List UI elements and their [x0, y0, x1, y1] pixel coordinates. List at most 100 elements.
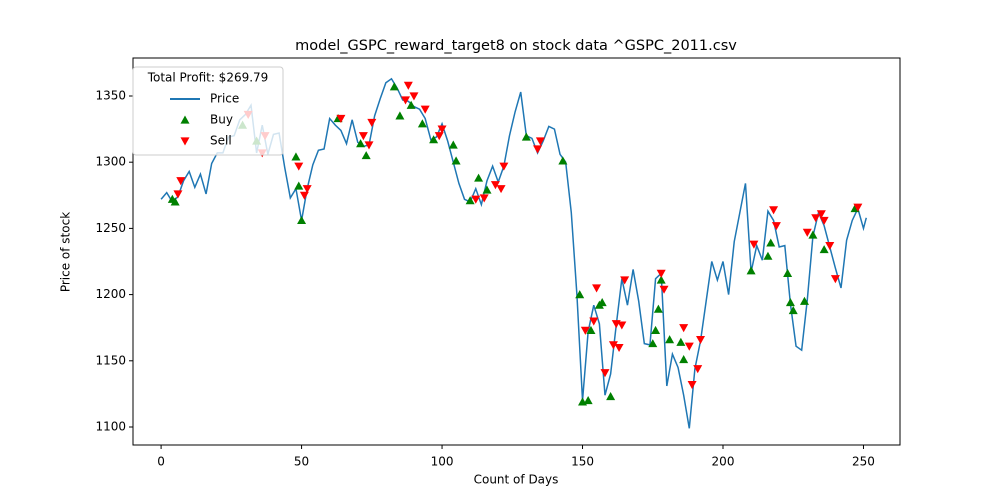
- buy-marker: [558, 156, 568, 165]
- sell-marker: [367, 118, 377, 127]
- buy-marker: [676, 337, 686, 346]
- x-tick-label: 200: [712, 455, 735, 469]
- y-tick-label: 1150: [95, 353, 126, 367]
- sell-marker: [684, 342, 694, 351]
- sell-marker: [679, 324, 689, 333]
- sell-marker: [617, 321, 627, 330]
- sell-marker: [471, 195, 481, 204]
- sell-marker: [364, 141, 374, 150]
- sell-marker: [687, 381, 697, 390]
- buy-marker: [395, 111, 405, 120]
- sell-marker: [825, 242, 835, 251]
- y-tick-label: 1100: [95, 419, 126, 433]
- legend-label: Price: [210, 92, 239, 106]
- buy-marker: [606, 392, 616, 401]
- sell-marker: [533, 145, 543, 154]
- sell-marker: [614, 343, 624, 353]
- sell-marker: [403, 81, 413, 90]
- buy-marker: [583, 396, 593, 405]
- sell-marker: [499, 162, 509, 171]
- chart-title: model_GSPC_reward_target8 on stock data …: [295, 38, 737, 54]
- buy-marker: [597, 298, 607, 307]
- sell-marker: [771, 222, 781, 231]
- buy-marker: [356, 139, 366, 148]
- buy-marker: [653, 304, 663, 313]
- sell-marker: [769, 206, 779, 215]
- legend-label: Buy: [210, 113, 233, 127]
- buy-marker: [474, 173, 484, 182]
- sell-marker: [409, 92, 419, 101]
- sell-marker: [696, 336, 706, 345]
- sell-marker: [592, 284, 602, 293]
- buy-marker: [361, 151, 371, 160]
- buy-marker: [785, 298, 795, 307]
- sell-marker: [434, 132, 444, 141]
- sell-marker: [479, 194, 489, 203]
- buy-marker: [417, 119, 427, 128]
- buy-marker: [679, 354, 689, 364]
- buy-marker: [451, 156, 461, 165]
- sell-marker: [294, 162, 304, 171]
- buy-marker: [665, 335, 675, 344]
- sell-marker: [853, 203, 863, 212]
- sell-marker: [656, 269, 666, 278]
- buy-marker: [170, 197, 180, 206]
- sell-marker: [608, 341, 618, 350]
- legend-label: Sell: [210, 134, 232, 148]
- sell-marker: [693, 365, 703, 374]
- sell-marker: [580, 326, 590, 335]
- legend-box: [132, 66, 284, 156]
- sell-marker: [819, 216, 829, 225]
- legend-swatch: [180, 115, 190, 124]
- buy-marker: [586, 325, 596, 334]
- sell-marker: [336, 114, 346, 124]
- buy-marker: [766, 238, 776, 247]
- buy-marker: [648, 339, 658, 348]
- buy-marker: [389, 82, 399, 91]
- buy-marker: [297, 215, 307, 225]
- sell-marker: [816, 210, 826, 219]
- buy-marker: [294, 181, 304, 190]
- buy-marker: [429, 135, 439, 144]
- buy-marker: [656, 275, 666, 284]
- buy-marker: [783, 268, 793, 278]
- y-axis-label: Price of stock: [59, 212, 73, 292]
- buy-marker: [746, 266, 756, 275]
- sell-marker: [299, 191, 309, 200]
- x-tick-label: 0: [157, 455, 165, 469]
- sell-marker: [749, 240, 759, 249]
- sell-marker: [302, 185, 312, 194]
- buy-marker: [406, 100, 416, 109]
- x-tick-label: 150: [571, 455, 594, 469]
- sell-marker: [830, 275, 840, 284]
- sell-marker: [659, 285, 669, 294]
- buy-marker: [788, 305, 798, 315]
- sell-marker: [420, 105, 430, 114]
- sell-marker: [358, 132, 368, 141]
- buy-marker: [448, 140, 458, 149]
- sell-marker: [600, 369, 610, 378]
- sell-marker: [496, 185, 506, 194]
- buy-marker: [819, 245, 829, 254]
- legend-title: Total Profit: $269.79: [147, 71, 269, 85]
- sell-marker: [173, 190, 183, 199]
- buy-marker: [465, 196, 475, 205]
- buy-marker: [763, 251, 773, 260]
- y-tick-label: 1350: [95, 88, 126, 102]
- sell-marker: [620, 276, 630, 285]
- sell-marker: [490, 181, 500, 190]
- buy-marker: [651, 325, 661, 334]
- buy-marker: [482, 185, 492, 194]
- x-tick-label: 100: [431, 455, 454, 469]
- y-tick-label: 1300: [95, 155, 126, 169]
- sell-marker: [176, 177, 186, 186]
- x-tick-label: 50: [294, 455, 309, 469]
- buy-marker: [799, 296, 809, 305]
- x-tick-label: 250: [852, 455, 875, 469]
- buy-marker: [808, 230, 818, 239]
- axes-frame: [132, 57, 901, 446]
- y-tick-label: 1200: [95, 287, 126, 301]
- buy-marker: [521, 132, 531, 141]
